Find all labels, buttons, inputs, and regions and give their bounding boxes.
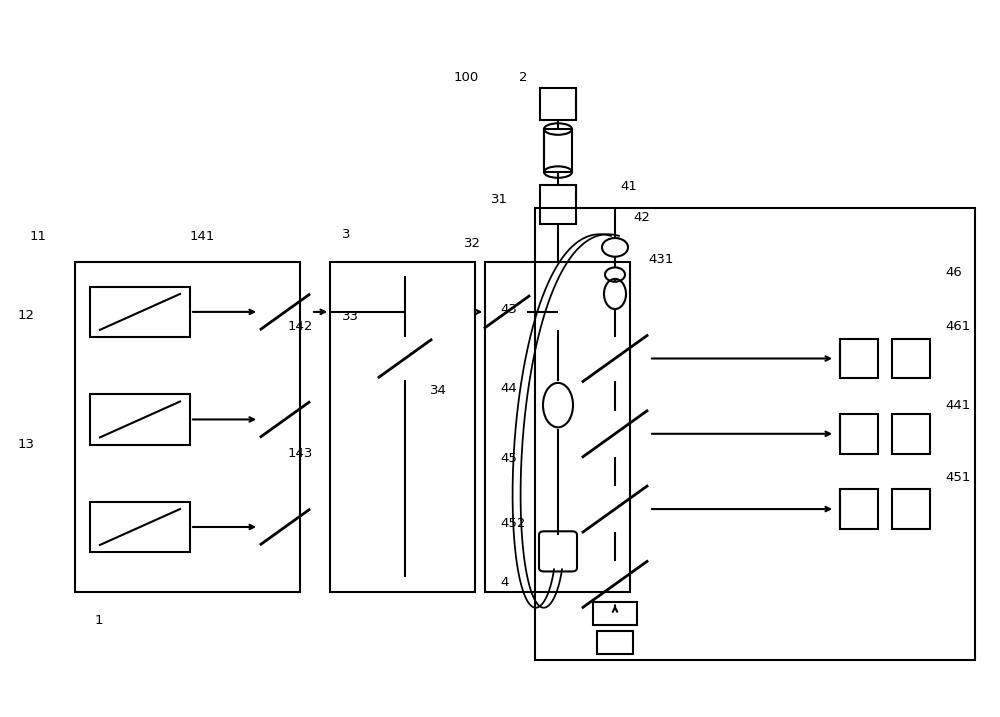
- Text: 141: 141: [190, 230, 215, 243]
- Text: 431: 431: [648, 253, 673, 266]
- Text: 44: 44: [500, 382, 517, 395]
- Text: 12: 12: [18, 309, 35, 322]
- Text: 142: 142: [288, 320, 313, 333]
- Text: 46: 46: [945, 266, 962, 279]
- Text: 42: 42: [633, 211, 650, 224]
- Text: 45: 45: [500, 452, 517, 465]
- Bar: [544, 129, 572, 172]
- Bar: [90, 287, 190, 337]
- Bar: [892, 490, 930, 529]
- Text: 441: 441: [945, 399, 970, 412]
- Text: 11: 11: [30, 230, 47, 243]
- Bar: [840, 414, 878, 454]
- Text: 34: 34: [430, 384, 447, 397]
- Text: 4: 4: [500, 576, 508, 589]
- Bar: [892, 339, 930, 379]
- Text: 2: 2: [519, 71, 528, 84]
- Bar: [535, 208, 975, 660]
- Bar: [75, 262, 300, 592]
- Text: 461: 461: [945, 320, 970, 333]
- Bar: [840, 339, 878, 379]
- Text: 3: 3: [342, 228, 351, 241]
- Bar: [90, 502, 190, 552]
- Bar: [540, 185, 576, 224]
- Text: 452: 452: [500, 517, 525, 530]
- Bar: [485, 262, 630, 592]
- Bar: [593, 602, 637, 625]
- Bar: [90, 394, 190, 445]
- Text: 143: 143: [288, 447, 313, 460]
- Text: 31: 31: [491, 193, 508, 206]
- Text: 1: 1: [95, 614, 104, 627]
- Text: 41: 41: [620, 180, 637, 193]
- Text: 43: 43: [500, 303, 517, 316]
- Bar: [330, 262, 475, 592]
- Bar: [540, 88, 576, 120]
- Text: 33: 33: [342, 310, 359, 323]
- Text: 451: 451: [945, 471, 970, 484]
- Bar: [840, 490, 878, 529]
- Bar: [597, 631, 633, 654]
- Text: 32: 32: [464, 237, 481, 250]
- Text: 13: 13: [18, 438, 35, 451]
- Text: 100: 100: [454, 71, 479, 84]
- Bar: [892, 414, 930, 454]
